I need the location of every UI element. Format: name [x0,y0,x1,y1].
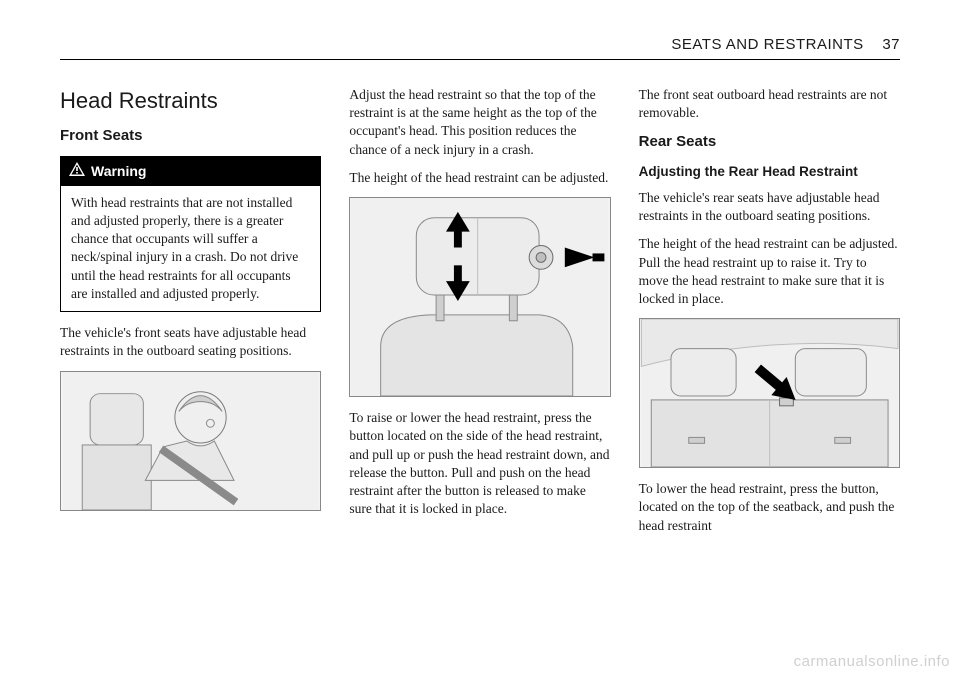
figure-headrest-adjust [349,197,610,397]
height-adjustable-note: The height of the head restraint can be … [349,169,610,187]
watermark: carmanualsonline.info [794,653,950,670]
heading-adjust-rear: Adjusting the Rear Head Restraint [639,163,900,181]
adjust-description: Adjust the head restraint so that the to… [349,86,610,159]
not-removable-note: The front seat outboard head restraints … [639,86,900,122]
adjust-procedure: To raise or lower the head restraint, pr… [349,409,610,518]
warning-triangle-icon [69,162,85,181]
heading-front-seats: Front Seats [60,126,321,146]
section-title: SEATS AND RESTRAINTS [671,36,863,53]
rear-seats-intro: The vehicle's rear seats have adjustable… [639,189,900,225]
figure-front-seat-position [60,371,321,511]
warning-box: Warning With head restraints that are no… [60,156,321,312]
rear-lower-procedure: To lower the head restraint, press the b… [639,480,900,535]
heading-head-restraints: Head Restraints [60,86,321,116]
warning-header: Warning [61,157,320,186]
running-head: SEATS AND RESTRAINTS 37 [60,36,900,60]
rear-raise-procedure: The height of the head restraint can be … [639,235,900,308]
heading-rear-seats: Rear Seats [639,132,900,152]
columns: Head Restraints Front Seats Warning With… [60,86,900,646]
front-seats-intro: The vehicle's front seats have adjustabl… [60,324,321,360]
warning-body: With head restraints that are not instal… [61,186,320,311]
column-2: Adjust the head restraint so that the to… [349,86,610,646]
manual-page: SEATS AND RESTRAINTS 37 Head Restraints … [0,0,960,678]
column-1: Head Restraints Front Seats Warning With… [60,86,321,646]
page-number: 37 [882,36,900,53]
warning-label: Warning [91,162,146,181]
column-3: The front seat outboard head restraints … [639,86,900,646]
figure-rear-headrest [639,318,900,468]
